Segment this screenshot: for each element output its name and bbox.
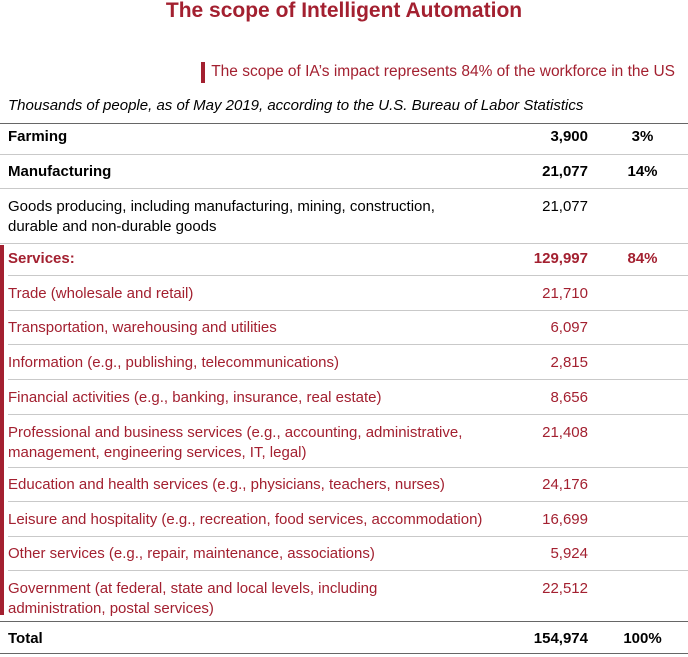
divider xyxy=(8,467,688,468)
row-percent: 3% xyxy=(631,128,654,145)
row-label: Transportation, warehousing and utilitie… xyxy=(8,319,277,336)
divider xyxy=(8,414,688,415)
row-value: 6,097 xyxy=(550,319,588,336)
row-value: 129,997 xyxy=(533,250,588,267)
divider xyxy=(0,188,688,189)
row-value: 8,656 xyxy=(550,389,588,406)
row-value: 3,900 xyxy=(550,128,588,145)
row-label-line1: Goods producing, including manufacturing… xyxy=(8,198,435,215)
row-label-line2: durable and non-durable goods xyxy=(8,218,217,235)
table-subtitle: Thousands of people, as of May 2019, acc… xyxy=(8,97,584,114)
divider xyxy=(8,275,688,276)
callout: The scope of IA’s impact represents 84% … xyxy=(201,61,675,83)
page-title: The scope of Intelligent Automation xyxy=(165,0,523,22)
row-label: Other services (e.g., repair, maintenanc… xyxy=(8,545,375,562)
callout-accent-bar xyxy=(201,61,206,83)
row-label: Total xyxy=(8,630,43,647)
callout-text: The scope of IA’s impact represents 84% … xyxy=(211,63,675,80)
row-value: 21,408 xyxy=(542,424,588,441)
divider xyxy=(0,154,688,155)
row-value: 24,176 xyxy=(542,476,588,493)
row-label: Farming xyxy=(8,128,68,145)
row-percent: 84% xyxy=(627,250,658,267)
divider xyxy=(0,653,688,654)
row-label: Professional and business services (e.g.… xyxy=(8,423,528,463)
row-value: 21,077 xyxy=(542,163,588,180)
divider xyxy=(8,570,688,571)
row-label: Services: xyxy=(8,250,75,267)
row-label: Trade (wholesale and retail) xyxy=(8,285,194,302)
divider xyxy=(8,536,688,537)
row-percent: 100% xyxy=(623,630,662,647)
row-value: 5,924 xyxy=(550,545,588,562)
row-value: 21,077 xyxy=(542,198,588,215)
divider xyxy=(8,344,688,345)
row-value: 21,710 xyxy=(542,285,588,302)
divider xyxy=(8,501,688,502)
row-value: 22,512 xyxy=(542,580,588,597)
row-label: Education and health services (e.g., phy… xyxy=(8,476,445,493)
row-label: Financial activities (e.g., banking, ins… xyxy=(8,389,382,406)
divider xyxy=(0,243,688,244)
row-label: Government (at federal, state and local … xyxy=(8,579,528,619)
row-percent: 14% xyxy=(627,163,658,180)
row-label-line1: Professional and business services (e.g.… xyxy=(8,424,463,441)
row-value: 16,699 xyxy=(542,511,588,528)
divider xyxy=(0,123,688,124)
divider xyxy=(8,379,688,380)
row-label: Goods producing, including manufacturing… xyxy=(8,197,528,237)
row-label: Manufacturing xyxy=(8,163,112,180)
row-label: Leisure and hospitality (e.g., recreatio… xyxy=(8,511,483,528)
services-accent-bar xyxy=(0,245,4,615)
divider xyxy=(8,310,688,311)
row-label-line2: management, engineering services, IT, le… xyxy=(8,444,307,461)
row-value: 154,974 xyxy=(533,630,588,647)
divider xyxy=(0,621,688,622)
row-label-line1: Government (at federal, state and local … xyxy=(8,580,378,597)
row-value: 2,815 xyxy=(550,354,588,371)
row-label: Information (e.g., publishing, telecommu… xyxy=(8,354,339,371)
row-label-line2: administration, postal services) xyxy=(8,600,214,617)
